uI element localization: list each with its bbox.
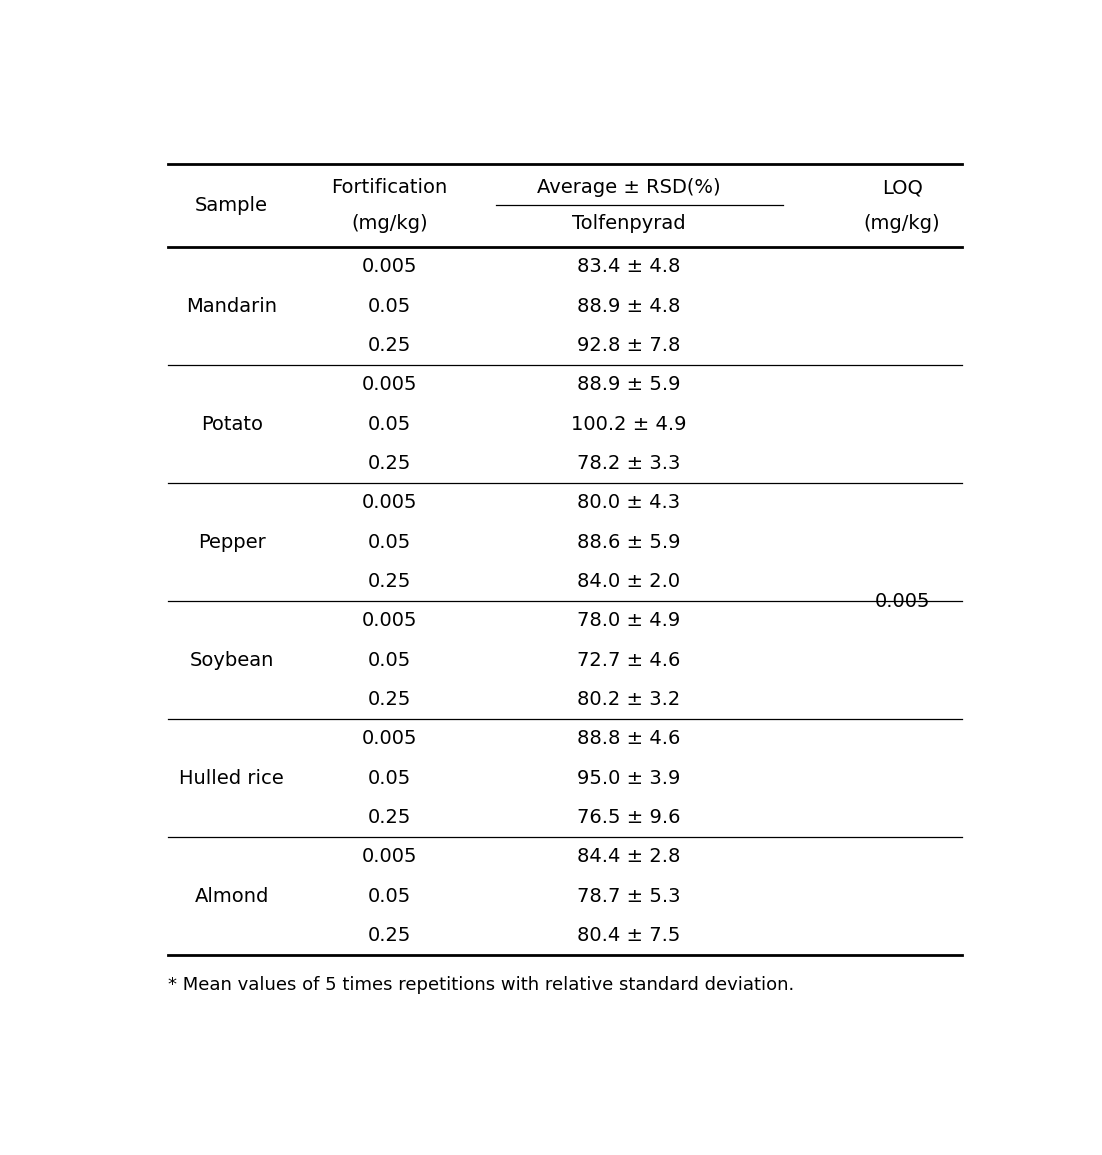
Text: 0.25: 0.25 [368, 572, 411, 591]
Text: 84.0 ± 2.0: 84.0 ± 2.0 [577, 572, 680, 591]
Text: LOQ: LOQ [882, 178, 922, 198]
Text: Average ± RSD(%): Average ± RSD(%) [537, 178, 721, 198]
Text: 0.25: 0.25 [368, 336, 411, 355]
Text: 0.05: 0.05 [368, 768, 411, 788]
Text: Potato: Potato [201, 415, 262, 433]
Text: Hulled rice: Hulled rice [180, 768, 284, 788]
Text: 0.25: 0.25 [368, 690, 411, 709]
Text: 88.6 ± 5.9: 88.6 ± 5.9 [577, 532, 681, 552]
Text: Sample: Sample [195, 196, 268, 215]
Text: 0.25: 0.25 [368, 807, 411, 827]
Text: 0.05: 0.05 [368, 415, 411, 433]
Text: 0.005: 0.005 [874, 591, 930, 611]
Text: 88.9 ± 4.8: 88.9 ± 4.8 [577, 297, 681, 315]
Text: 92.8 ± 7.8: 92.8 ± 7.8 [577, 336, 681, 355]
Text: Soybean: Soybean [190, 650, 274, 670]
Text: 88.9 ± 5.9: 88.9 ± 5.9 [577, 375, 681, 394]
Text: Fortification: Fortification [332, 178, 447, 198]
Text: 0.005: 0.005 [361, 729, 418, 748]
Text: 0.005: 0.005 [361, 848, 418, 866]
Text: 78.7 ± 5.3: 78.7 ± 5.3 [577, 887, 681, 906]
Text: 76.5 ± 9.6: 76.5 ± 9.6 [577, 807, 681, 827]
Text: 0.005: 0.005 [361, 375, 418, 394]
Text: 88.8 ± 4.6: 88.8 ± 4.6 [577, 729, 681, 748]
Text: 0.005: 0.005 [361, 493, 418, 512]
Text: 0.05: 0.05 [368, 297, 411, 315]
Text: Pepper: Pepper [198, 532, 266, 552]
Text: 0.05: 0.05 [368, 532, 411, 552]
Text: Mandarin: Mandarin [186, 297, 278, 315]
Text: 0.25: 0.25 [368, 454, 411, 472]
Text: 0.005: 0.005 [361, 611, 418, 631]
Text: 72.7 ± 4.6: 72.7 ± 4.6 [577, 650, 681, 670]
Text: 80.2 ± 3.2: 80.2 ± 3.2 [577, 690, 680, 709]
Text: 0.05: 0.05 [368, 650, 411, 670]
Text: * Mean values of 5 times repetitions with relative standard deviation.: * Mean values of 5 times repetitions wit… [168, 976, 793, 994]
Text: 80.4 ± 7.5: 80.4 ± 7.5 [577, 926, 681, 945]
Text: 95.0 ± 3.9: 95.0 ± 3.9 [577, 768, 681, 788]
Text: (mg/kg): (mg/kg) [352, 214, 428, 232]
Text: 84.4 ± 2.8: 84.4 ± 2.8 [577, 848, 681, 866]
Text: 80.0 ± 4.3: 80.0 ± 4.3 [577, 493, 680, 512]
Text: 0.25: 0.25 [368, 926, 411, 945]
Text: 78.0 ± 4.9: 78.0 ± 4.9 [577, 611, 680, 631]
Text: 78.2 ± 3.3: 78.2 ± 3.3 [577, 454, 681, 472]
Text: (mg/kg): (mg/kg) [864, 214, 940, 232]
Text: Tolfenpyrad: Tolfenpyrad [572, 214, 685, 232]
Text: 0.005: 0.005 [361, 258, 418, 276]
Text: 100.2 ± 4.9: 100.2 ± 4.9 [571, 415, 687, 433]
Text: 0.05: 0.05 [368, 887, 411, 906]
Text: 83.4 ± 4.8: 83.4 ± 4.8 [577, 258, 681, 276]
Text: Almond: Almond [195, 887, 269, 906]
